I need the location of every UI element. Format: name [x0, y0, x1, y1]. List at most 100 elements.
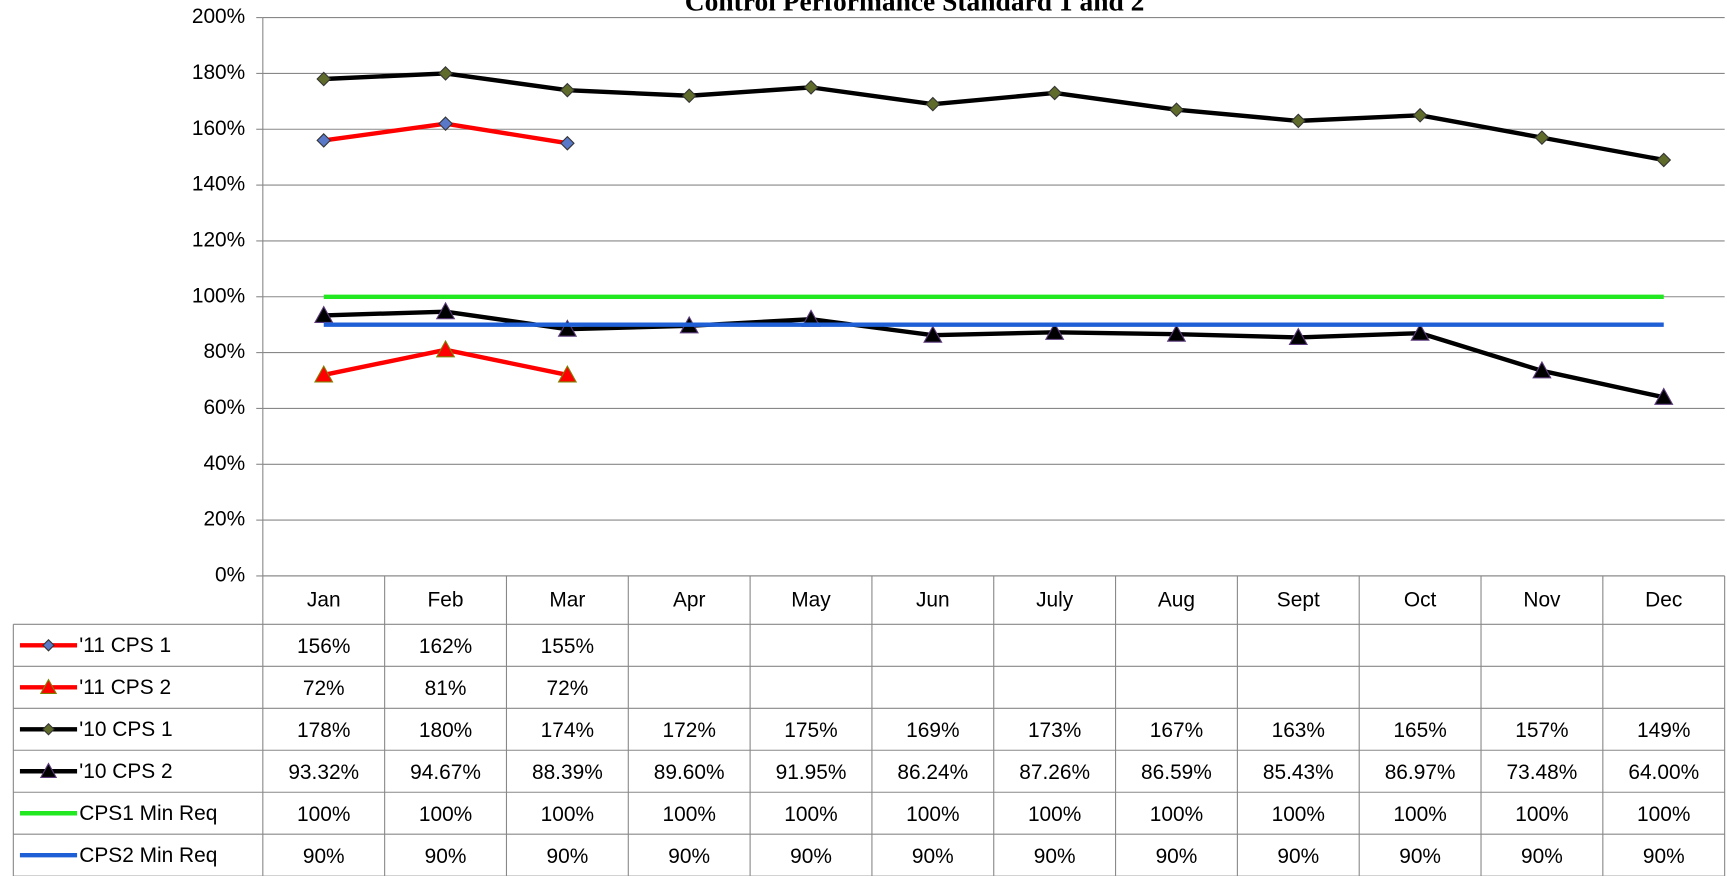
y-tick-label: 40%: [203, 452, 245, 475]
data-point: [316, 71, 332, 87]
table-cell: 90%: [1521, 845, 1563, 868]
table-cell: 72%: [303, 677, 345, 700]
x-tick-label: Apr: [673, 589, 706, 612]
table-cell: 90%: [1643, 845, 1685, 868]
table-cell: 86.59%: [1141, 761, 1212, 784]
data-point: [681, 88, 697, 104]
table-cell: 157%: [1515, 719, 1568, 742]
chart-title: Control Performance Standard 1 and 2: [685, 0, 1145, 17]
table-cell: 173%: [1028, 719, 1081, 742]
data-point: [925, 96, 941, 112]
table-cell: 100%: [906, 803, 959, 826]
table-cell: 64.00%: [1628, 761, 1699, 784]
data-point: [557, 365, 578, 383]
legend-label: '11 CPS 2: [79, 676, 171, 699]
y-tick-label: 160%: [192, 117, 245, 140]
data-point: [560, 135, 575, 151]
table-cell: 93.32%: [288, 761, 359, 784]
table-cell: 100%: [419, 803, 472, 826]
table-cell: 73.48%: [1507, 761, 1578, 784]
legend-marker: [42, 722, 55, 736]
table-cell: 100%: [784, 803, 837, 826]
legend-marker: [39, 762, 58, 778]
x-tick-label: Jun: [916, 589, 950, 612]
legend-label: '11 CPS 1: [79, 634, 171, 657]
table-cell: 86.97%: [1385, 761, 1456, 784]
data-point: [316, 133, 332, 148]
table-cell: 100%: [1150, 803, 1203, 826]
table-cell: 90%: [1399, 845, 1441, 868]
table-cell: 100%: [1393, 803, 1446, 826]
data-point: [1290, 113, 1306, 129]
table-cell: 86.24%: [897, 761, 968, 784]
data-point: [1169, 102, 1184, 118]
x-tick-label: Mar: [549, 589, 585, 612]
data-point: [803, 80, 819, 95]
x-tick-label: May: [791, 589, 831, 612]
legend-marker: [39, 678, 58, 694]
y-tick-label: 80%: [203, 340, 245, 363]
legend-label: '10 CPS 1: [79, 718, 172, 741]
table-cell: 172%: [663, 719, 716, 742]
table-cell: 72%: [546, 677, 588, 700]
series-line: [323, 71, 1665, 163]
table-cell: 167%: [1150, 719, 1203, 742]
y-tick-label: 60%: [203, 396, 245, 419]
y-tick-label: 200%: [192, 5, 245, 28]
table-cell: 90%: [668, 845, 710, 868]
x-tick-label: Aug: [1158, 589, 1195, 612]
table-cell: 100%: [1272, 803, 1325, 826]
table-cell: 162%: [419, 635, 472, 658]
data-point: [1412, 107, 1428, 123]
table-cell: 90%: [425, 845, 467, 868]
x-tick-label: Dec: [1645, 589, 1682, 612]
legend-marker: [42, 639, 55, 652]
table-cell: 163%: [1272, 719, 1325, 742]
y-tick-label: 120%: [192, 228, 245, 251]
table-cell: 90%: [912, 845, 954, 868]
x-tick-label: Sept: [1277, 589, 1320, 612]
x-tick-label: Feb: [428, 589, 464, 612]
y-tick-label: 100%: [192, 284, 245, 307]
data-point: [560, 82, 575, 98]
data-point: [438, 66, 453, 81]
table-cell: 100%: [297, 803, 350, 826]
table-cell: 175%: [784, 719, 837, 742]
legend-label: CPS1 Min Req: [79, 802, 217, 825]
data-point: [923, 325, 943, 343]
x-tick-label: Jan: [307, 589, 341, 612]
data-point: [314, 305, 334, 323]
data-point: [1044, 322, 1065, 340]
data-point: [314, 365, 334, 383]
table-cell: 90%: [1277, 845, 1319, 868]
y-tick-label: 140%: [192, 173, 245, 196]
table-cell: 156%: [297, 635, 350, 658]
table-cell: 178%: [297, 719, 350, 742]
table-cell: 169%: [906, 719, 959, 742]
data-point: [1534, 130, 1550, 146]
table-cell: 180%: [419, 719, 472, 742]
table-cell: 100%: [663, 803, 716, 826]
data-point: [1288, 327, 1309, 346]
y-tick-label: 180%: [192, 61, 245, 84]
table-cell: 90%: [303, 845, 345, 868]
table-cell: 174%: [541, 719, 594, 742]
data-point: [1532, 360, 1552, 379]
legend-label: CPS2 Min Req: [79, 844, 217, 867]
x-tick-label: July: [1036, 589, 1074, 612]
table-cell: 100%: [1637, 803, 1690, 826]
table-cell: 90%: [1034, 845, 1076, 868]
y-tick-label: 0%: [215, 563, 245, 586]
data-point: [438, 116, 453, 132]
table-cell: 90%: [546, 845, 588, 868]
table-cell: 100%: [1028, 803, 1081, 826]
data-point: [1047, 85, 1063, 101]
legend-label: '10 CPS 2: [79, 760, 172, 783]
table-cell: 91.95%: [776, 761, 847, 784]
table-cell: 89.60%: [654, 761, 725, 784]
data-point: [1654, 387, 1674, 405]
data-point: [1656, 152, 1672, 168]
y-tick-label: 20%: [203, 508, 245, 531]
table-cell: 165%: [1393, 719, 1446, 742]
